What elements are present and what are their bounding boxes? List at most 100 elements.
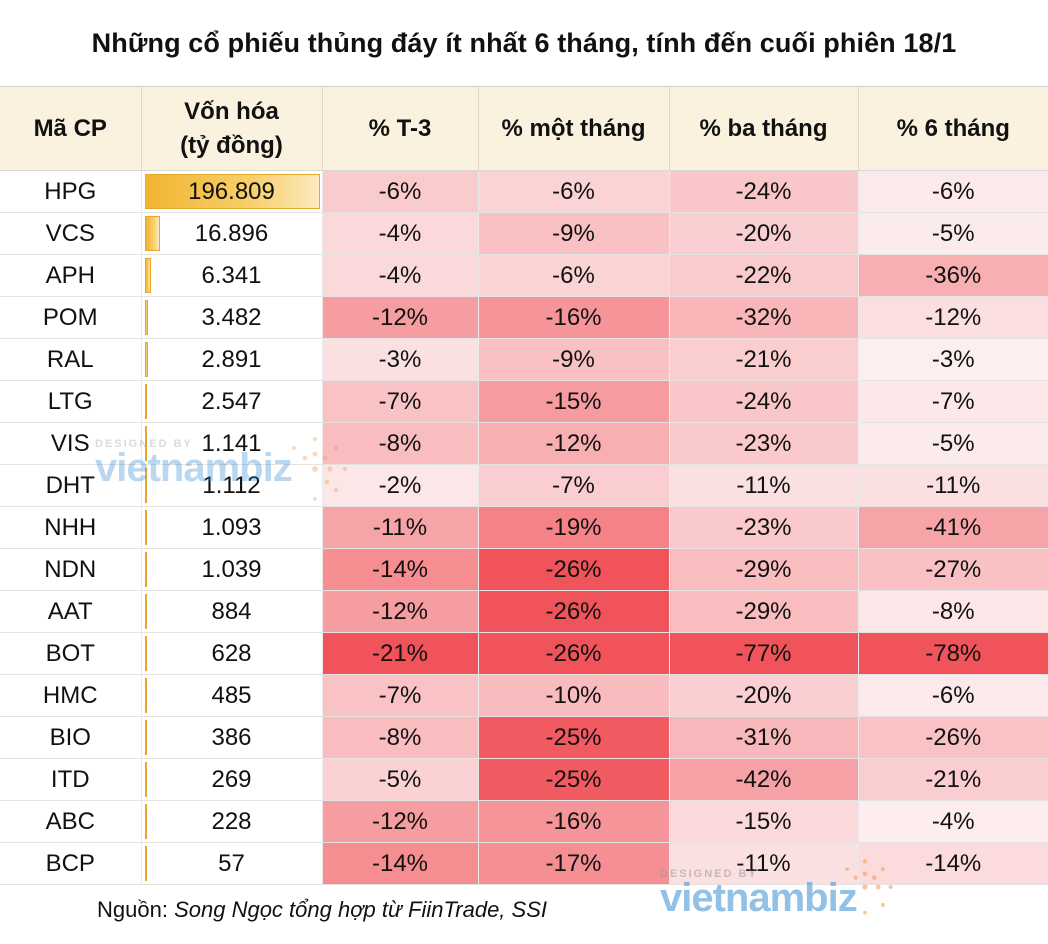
cell-stock-code: ITD — [0, 758, 142, 801]
cell-pct-6m: -21% — [858, 758, 1048, 801]
cell-pct-1m: -9% — [478, 338, 670, 381]
col-header-6m-line: % 6 tháng — [896, 114, 1010, 142]
cell-pct-6m: -11% — [858, 464, 1048, 507]
col-header-cap: Vốn hóa (tỷ đồng) — [141, 87, 323, 171]
cell-pct-t3: -12% — [322, 590, 479, 633]
market-cap-bar — [144, 384, 147, 419]
cell-pct-6m: -8% — [858, 590, 1048, 633]
cell-pct-6m: -36% — [858, 254, 1048, 297]
cell-stock-code: BCP — [0, 842, 142, 885]
cell-pct-t3: -14% — [322, 548, 479, 591]
cell-pct-6m: -12% — [858, 296, 1048, 339]
cell-market-cap: 386 — [141, 716, 323, 759]
title-divider — [0, 86, 1048, 87]
source-note: Nguồn: Song Ngọc tổng hợp từ FiinTrade, … — [97, 897, 547, 923]
market-cap-bar — [144, 804, 147, 839]
cell-pct-3m: -42% — [669, 758, 859, 801]
cell-pct-1m: -9% — [478, 212, 670, 255]
col-header-cap-line: (tỷ đồng) — [180, 131, 283, 159]
cell-pct-6m: -4% — [858, 800, 1048, 843]
market-cap-value: 1.093 — [201, 513, 262, 541]
col-header-t3: % T-3 — [322, 87, 479, 171]
col-header-6m: % 6 tháng — [858, 87, 1048, 171]
cell-pct-3m: -32% — [669, 296, 859, 339]
cell-pct-3m: -22% — [669, 254, 859, 297]
cell-market-cap: 1.039 — [141, 548, 323, 591]
market-cap-value: 1.112 — [202, 471, 261, 499]
market-cap-value: 196.809 — [188, 177, 275, 205]
cell-pct-1m: -17% — [478, 842, 670, 885]
market-cap-bar — [144, 678, 147, 713]
cell-pct-1m: -16% — [478, 800, 670, 843]
cell-market-cap: 2.547 — [141, 380, 323, 423]
table-row: NDN 1.039 -14% -26% -29% -27% — [0, 548, 1048, 591]
cell-pct-6m: -26% — [858, 716, 1048, 759]
cell-stock-code: BOT — [0, 632, 142, 675]
cell-market-cap: 269 — [141, 758, 323, 801]
cell-pct-t3: -7% — [322, 380, 479, 423]
cell-pct-6m: -78% — [858, 632, 1048, 675]
source-text: Song Ngọc tổng hợp từ FiinTrade, SSI — [174, 897, 547, 922]
cell-pct-t3: -4% — [322, 212, 479, 255]
cell-market-cap: 1.141 — [141, 422, 323, 465]
cell-market-cap: 16.896 — [141, 212, 323, 255]
cell-pct-t3: -7% — [322, 674, 479, 717]
cell-pct-t3: -8% — [322, 716, 479, 759]
cell-pct-t3: -8% — [322, 422, 479, 465]
cell-pct-t3: -6% — [322, 170, 479, 213]
cell-market-cap: 57 — [141, 842, 323, 885]
cell-pct-3m: -20% — [669, 674, 859, 717]
market-cap-bar — [144, 846, 147, 881]
cell-pct-1m: -25% — [478, 758, 670, 801]
market-cap-value: 2.891 — [201, 345, 262, 373]
cell-pct-1m: -19% — [478, 506, 670, 549]
source-label: Nguồn: — [97, 897, 168, 922]
table-row: POM 3.482 -12% -16% -32% -12% — [0, 296, 1048, 339]
cell-pct-3m: -29% — [669, 590, 859, 633]
market-cap-value: 16.896 — [194, 219, 269, 247]
cell-pct-3m: -23% — [669, 506, 859, 549]
market-cap-bar — [144, 216, 160, 251]
cell-market-cap: 228 — [141, 800, 323, 843]
cell-pct-1m: -10% — [478, 674, 670, 717]
table-row: ITD 269 -5% -25% -42% -21% — [0, 758, 1048, 801]
cell-stock-code: AAT — [0, 590, 142, 633]
market-cap-value: 884 — [211, 597, 252, 625]
cell-stock-code: LTG — [0, 380, 142, 423]
cell-pct-t3: -12% — [322, 296, 479, 339]
cell-pct-t3: -11% — [322, 506, 479, 549]
table-row: VIS 1.141 -8% -12% -23% -5% — [0, 422, 1048, 465]
col-header-cap-line: Vốn hóa — [184, 97, 279, 125]
market-cap-value: 628 — [211, 639, 252, 667]
table-row: NHH 1.093 -11% -19% -23% -41% — [0, 506, 1048, 549]
cell-pct-t3: -3% — [322, 338, 479, 381]
cell-market-cap: 485 — [141, 674, 323, 717]
cell-pct-6m: -6% — [858, 170, 1048, 213]
market-cap-bar — [144, 720, 147, 755]
market-cap-bar — [144, 300, 148, 335]
market-cap-bar — [144, 426, 147, 461]
cell-pct-1m: -12% — [478, 422, 670, 465]
cell-pct-3m: -24% — [669, 380, 859, 423]
market-cap-value: 57 — [218, 849, 245, 877]
table-row: HPG 196.809 -6% -6% -24% -6% — [0, 170, 1048, 213]
market-cap-value: 6.341 — [201, 261, 262, 289]
market-cap-value: 1.039 — [201, 555, 262, 583]
cell-pct-6m: -6% — [858, 674, 1048, 717]
cell-stock-code: HPG — [0, 170, 142, 213]
cell-pct-t3: -5% — [322, 758, 479, 801]
cell-stock-code: VCS — [0, 212, 142, 255]
market-cap-bar — [144, 594, 147, 629]
cell-pct-6m: -3% — [858, 338, 1048, 381]
cell-market-cap: 6.341 — [141, 254, 323, 297]
cell-stock-code: POM — [0, 296, 142, 339]
cell-pct-6m: -7% — [858, 380, 1048, 423]
col-header-3m: % ba tháng — [669, 87, 859, 171]
cell-market-cap: 884 — [141, 590, 323, 633]
cell-pct-t3: -14% — [322, 842, 479, 885]
watermark-corner-brand: vietnambiz — [660, 878, 858, 918]
col-header-t3-line: % T-3 — [368, 114, 432, 142]
market-cap-value: 386 — [211, 723, 252, 751]
cell-pct-3m: -77% — [669, 632, 859, 675]
cell-pct-1m: -26% — [478, 632, 670, 675]
